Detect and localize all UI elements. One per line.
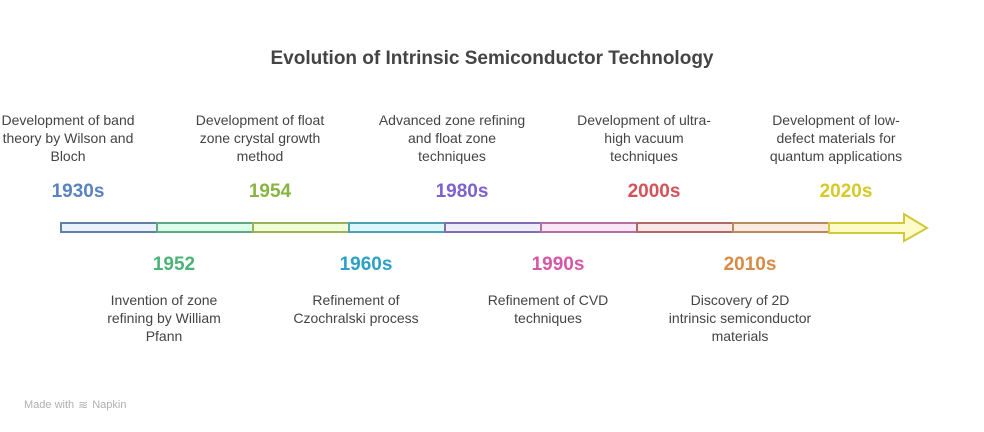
timeline-segment bbox=[444, 222, 542, 233]
napkin-brand: Napkin bbox=[92, 399, 127, 411]
timeline-arrow-icon bbox=[828, 212, 929, 243]
event-description: Discovery of 2D intrinsic semiconductor … bbox=[668, 292, 812, 344]
timeline-segment bbox=[252, 222, 350, 233]
event-year: 1980s bbox=[435, 181, 489, 202]
event-description: Invention of zone refining by William Pf… bbox=[107, 292, 221, 344]
event-year: 1960s bbox=[339, 254, 393, 275]
timeline-segment bbox=[156, 222, 254, 233]
timeline-segment bbox=[60, 222, 158, 233]
event-year: 2020s bbox=[819, 181, 873, 202]
event-description: Development of low-defect materials for … bbox=[769, 112, 903, 164]
event-year: 1954 bbox=[248, 181, 292, 202]
footer-watermark: Made with ≋ Napkin bbox=[24, 398, 126, 412]
napkin-logo-icon: ≋ bbox=[78, 398, 89, 412]
event-year: 1990s bbox=[531, 254, 585, 275]
event-description: Refinement of CVD techniques bbox=[487, 292, 609, 326]
timeline-segment bbox=[348, 222, 446, 233]
made-with-label: Made with bbox=[24, 399, 75, 411]
event-description: Advanced zone refining and float zone te… bbox=[378, 112, 526, 164]
timeline-segment bbox=[732, 222, 830, 233]
event-description: Development of float zone crystal growth… bbox=[195, 112, 325, 164]
timeline-segment bbox=[540, 222, 638, 233]
event-year: 1930s bbox=[51, 181, 105, 202]
timeline-segment bbox=[636, 222, 734, 233]
event-year: 2000s bbox=[627, 181, 681, 202]
event-year: 1952 bbox=[152, 254, 196, 275]
event-year: 2010s bbox=[723, 254, 777, 275]
event-description: Development of band theory by Wilson and… bbox=[1, 112, 135, 164]
event-description: Refinement of Czochralski process bbox=[293, 292, 419, 326]
event-description: Development of ultra-high vacuum techniq… bbox=[577, 112, 711, 164]
diagram-title: Evolution of Intrinsic Semiconductor Tec… bbox=[270, 48, 714, 69]
